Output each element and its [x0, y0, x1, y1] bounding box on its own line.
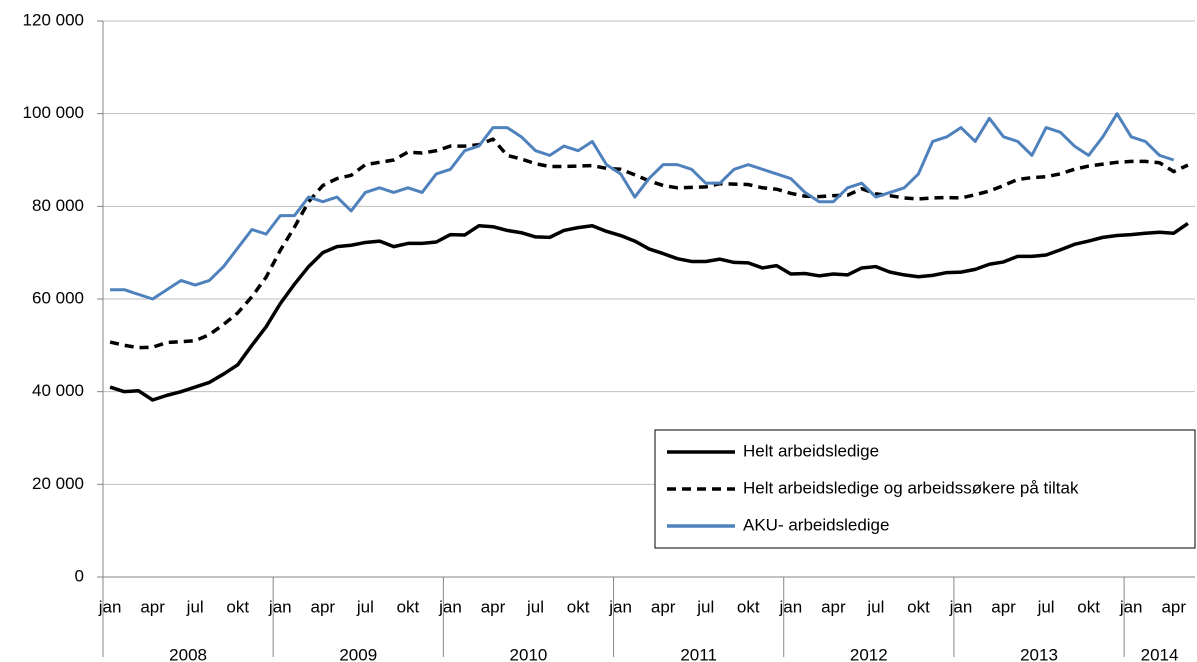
x-tick-label: okt: [226, 597, 249, 616]
x-tick-label: apr: [1161, 597, 1186, 616]
x-tick-label: jan: [438, 597, 462, 616]
x-tick-label: okt: [397, 597, 420, 616]
x-tick-label: jul: [1037, 597, 1055, 616]
legend-label: Helt arbeidsledige: [743, 441, 879, 460]
y-tick-label: 100 000: [23, 103, 84, 122]
x-tick-label: jan: [778, 597, 802, 616]
x-tick-label: apr: [311, 597, 336, 616]
year-label: 2012: [850, 645, 888, 662]
y-tick-label: 40 000: [32, 381, 84, 400]
year-label: 2008: [169, 645, 207, 662]
series-line: [109, 137, 1189, 350]
year-label: 2013: [1020, 645, 1058, 662]
legend-label: AKU- arbeidsledige: [743, 515, 889, 534]
x-tick-label: jan: [1119, 597, 1143, 616]
x-tick-label: jan: [949, 597, 973, 616]
series-line: [110, 112, 1175, 301]
legend-box: [654, 429, 1196, 549]
x-tick-label: okt: [1077, 597, 1100, 616]
year-label: 2010: [510, 645, 548, 662]
x-tick-label: apr: [651, 597, 676, 616]
x-tick-label: jan: [268, 597, 292, 616]
y-tick-label: 120 000: [23, 10, 84, 29]
y-tick-label: 80 000: [32, 196, 84, 215]
year-label: 2009: [339, 645, 377, 662]
year-label: 2011: [680, 645, 717, 662]
y-tick-label: 0: [75, 566, 84, 585]
x-tick-label: jul: [866, 597, 884, 616]
y-tick-label: 20 000: [32, 474, 84, 493]
x-tick-label: apr: [481, 597, 506, 616]
x-tick-label: okt: [567, 597, 590, 616]
x-tick-label: jan: [608, 597, 632, 616]
x-tick-label: apr: [140, 597, 165, 616]
x-tick-label: jul: [186, 597, 204, 616]
legend-label: Helt arbeidsledige og arbeidssøkere på t…: [743, 478, 1079, 497]
x-tick-label: jan: [98, 597, 122, 616]
x-tick-label: jul: [356, 597, 374, 616]
x-tick-label: apr: [821, 597, 846, 616]
x-tick-label: okt: [737, 597, 760, 616]
x-tick-label: jul: [696, 597, 714, 616]
x-tick-label: jul: [526, 597, 544, 616]
series-line: [109, 222, 1189, 402]
y-tick-label: 60 000: [32, 288, 84, 307]
x-tick-label: apr: [991, 597, 1016, 616]
x-tick-label: okt: [907, 597, 930, 616]
year-label: 2014: [1141, 645, 1179, 662]
